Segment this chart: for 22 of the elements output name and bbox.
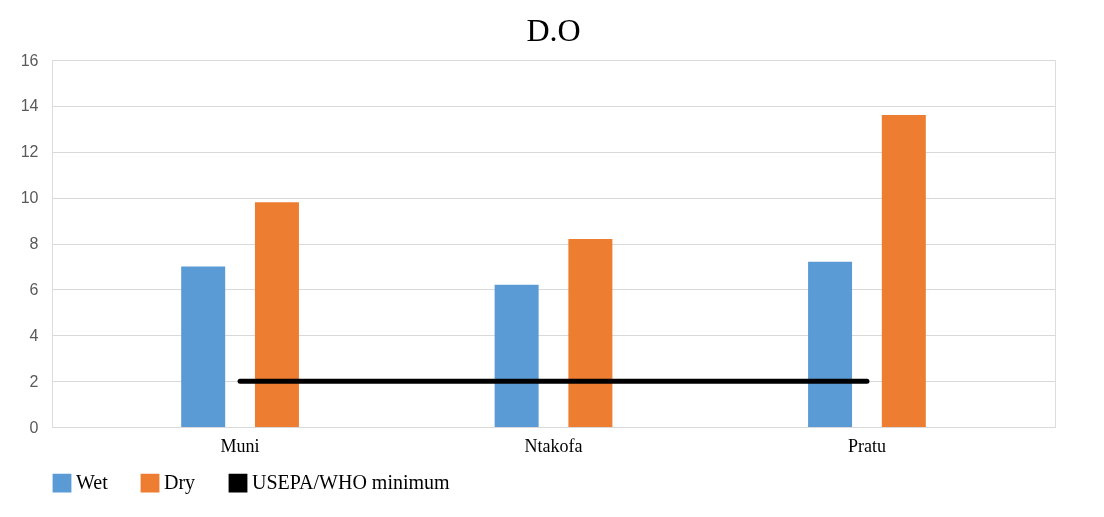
y-tick-label: 2 <box>29 372 39 390</box>
x-tick-label: Pratu <box>847 435 886 456</box>
y-tick-label: 4 <box>29 326 39 344</box>
legend-label: Wet <box>76 471 109 494</box>
legend-label: Dry <box>164 471 196 495</box>
y-tick-label: 16 <box>20 51 39 69</box>
legend-label: USEPA/WHO minimum <box>252 471 451 494</box>
bar <box>881 115 926 427</box>
y-tick-label: 6 <box>29 280 39 298</box>
x-tick-label: Muni <box>220 435 260 456</box>
bar <box>808 261 853 427</box>
y-tick-label: 14 <box>20 97 39 115</box>
y-tick-label: 0 <box>29 418 39 436</box>
bar <box>568 238 613 427</box>
bar <box>254 202 299 427</box>
bar <box>181 266 226 427</box>
chart-title: D.O <box>526 12 581 48</box>
x-tick-label: Ntakofa <box>524 435 583 456</box>
y-tick-label: 10 <box>20 189 39 207</box>
y-tick-label: 12 <box>20 143 39 161</box>
bar <box>494 284 539 427</box>
y-tick-label: 8 <box>29 235 39 252</box>
